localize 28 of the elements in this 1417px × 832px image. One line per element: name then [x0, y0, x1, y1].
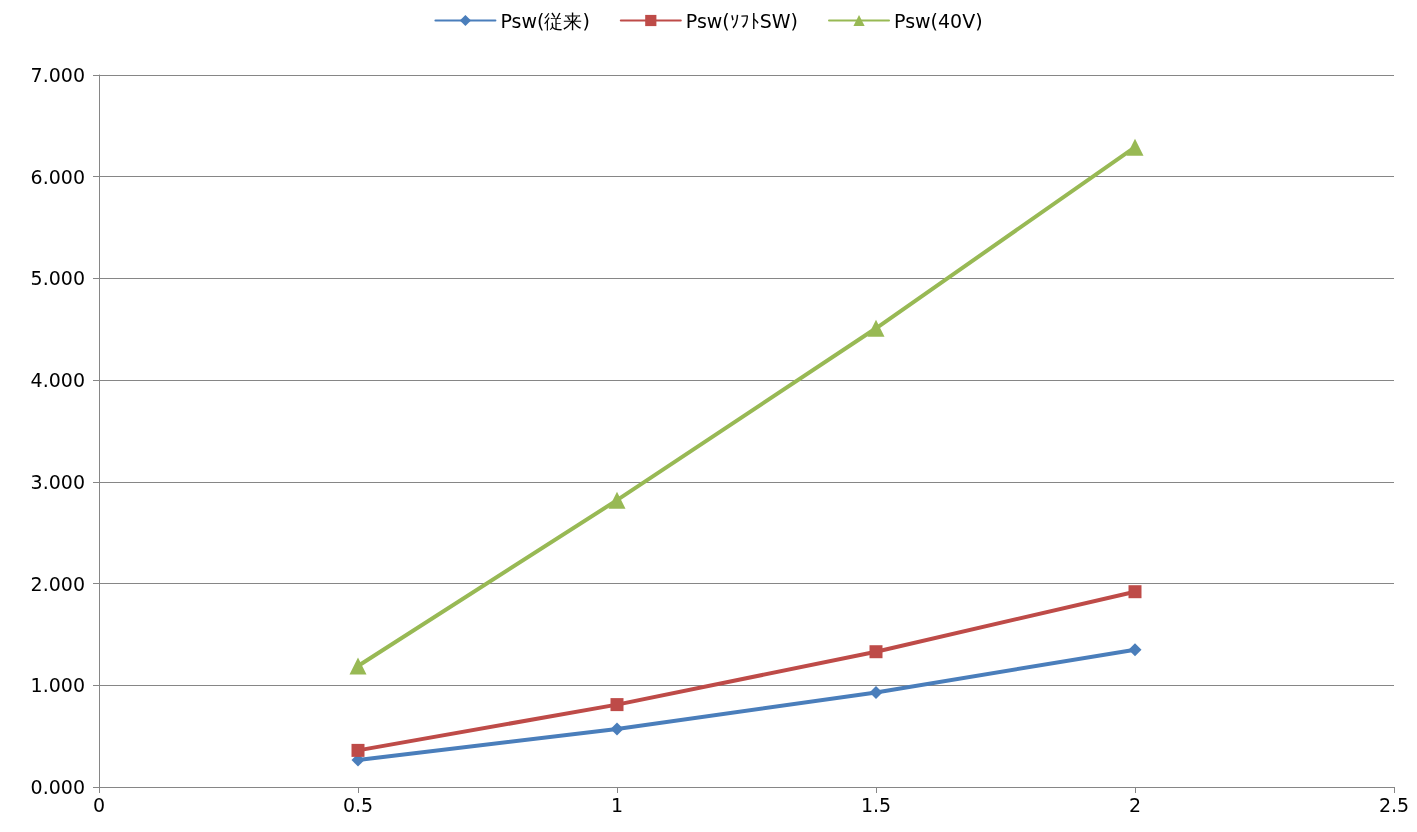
x-tick-label: 1	[610, 793, 624, 816]
x-tick-label: 1.5	[860, 793, 892, 816]
y-tick-label: 7.000	[30, 64, 85, 86]
y-tick-label: 2.000	[30, 572, 85, 595]
legend-label: Psw(40V)	[894, 9, 983, 32]
point	[869, 645, 883, 659]
y-tick-label: 6.000	[30, 165, 85, 188]
y-tick-label: 3.000	[30, 470, 85, 493]
legend-label: Psw(従来)	[500, 9, 590, 32]
y-tick-label: 0.000	[30, 776, 85, 798]
point	[869, 685, 883, 699]
y-tick-label: 1.000	[30, 674, 85, 697]
point	[1126, 138, 1144, 156]
point	[610, 698, 624, 712]
x-tick-label: 0.5	[342, 793, 374, 816]
y-tick-label: 4.000	[30, 369, 85, 392]
point	[867, 319, 885, 337]
point	[1128, 643, 1142, 657]
point	[608, 491, 626, 509]
point	[349, 657, 367, 675]
y-tick-label: 5.000	[30, 267, 85, 290]
x-tick-label: 0	[92, 793, 106, 816]
legend-label: Psw(ｿﾌﾄSW)	[685, 9, 799, 32]
point	[610, 722, 624, 736]
point	[1128, 585, 1142, 599]
x-tick-label: 2.5	[1378, 793, 1410, 816]
point	[351, 743, 365, 757]
x-tick-label: 2	[1128, 793, 1142, 816]
